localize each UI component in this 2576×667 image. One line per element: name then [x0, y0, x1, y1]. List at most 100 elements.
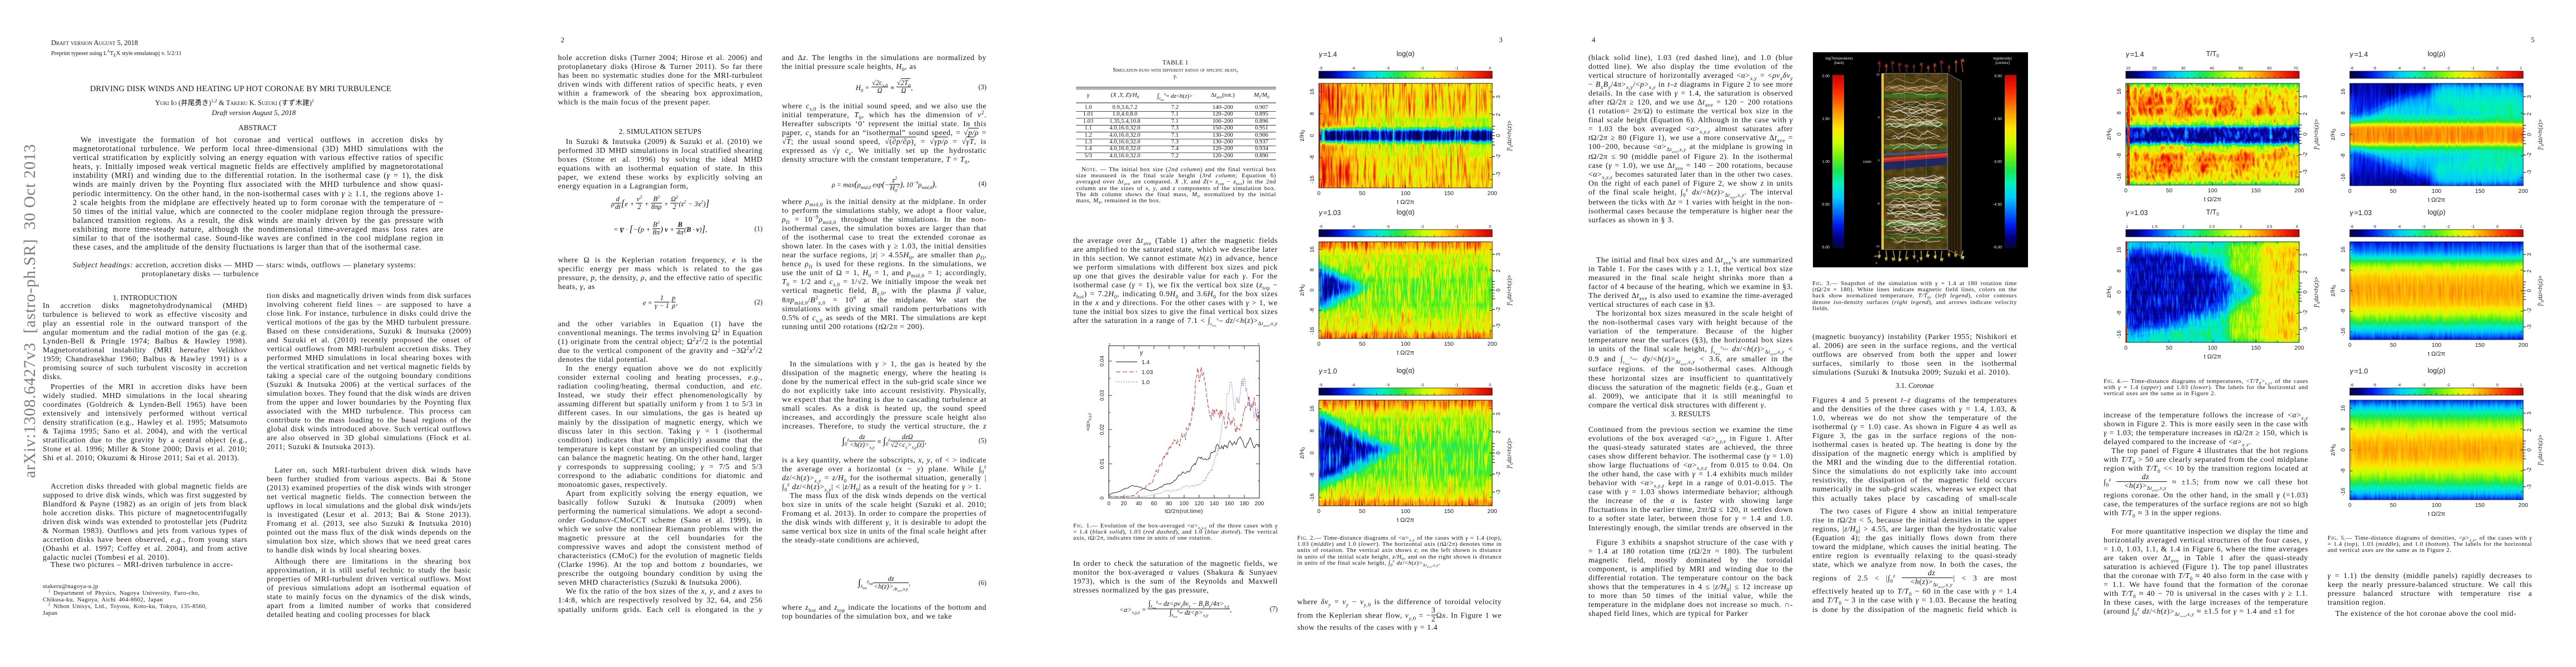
svg-text:x: x	[1876, 262, 1877, 265]
svg-text:-2: -2	[2527, 467, 2533, 472]
svg-text:2: 2	[2527, 270, 2533, 273]
svg-text:30: 30	[2181, 66, 2185, 71]
svg-text:180: 180	[1240, 501, 1249, 507]
svg-text:60: 60	[2267, 66, 2271, 71]
svg-text:-3: -3	[2527, 484, 2533, 489]
svg-text:2: 2	[1496, 269, 1502, 272]
svg-text:16: 16	[1309, 246, 1316, 253]
svg-text:-1: -1	[1455, 66, 1459, 71]
svg-text:100: 100	[2208, 187, 2218, 194]
svg-text:0: 0	[1496, 288, 1502, 292]
svg-text:2.00: 2.00	[1822, 74, 1830, 78]
svg-text:150: 150	[1444, 190, 1454, 197]
svg-text:3: 3	[2303, 95, 2309, 98]
svg-text:10000: 10000	[1863, 161, 1871, 164]
svg-text:log(Temperature): log(Temperature)	[1825, 57, 1853, 61]
svg-text:16: 16	[2116, 247, 2122, 253]
svg-text:z/H0: z/H0	[2330, 285, 2337, 297]
svg-text:0.00: 0.00	[1994, 74, 2002, 78]
svg-text:-1: -1	[1455, 224, 1459, 229]
svg-text:-4: -4	[1352, 224, 1356, 229]
svg-text:0: 0	[2348, 502, 2351, 509]
svg-text:-8: -8	[2116, 311, 2122, 316]
svg-text:-16: -16	[1309, 326, 1316, 335]
svg-text:-8: -8	[1877, 202, 1880, 206]
svg-text:=1.03: =1.03	[2130, 209, 2148, 217]
svg-text:0: 0	[1317, 341, 1321, 347]
svg-text:0: 0	[2124, 345, 2127, 351]
svg-text:=1.03: =1.03	[2354, 209, 2372, 217]
svg-text:0.03: 0.03	[1099, 390, 1105, 401]
svg-text:8: 8	[1878, 116, 1880, 120]
svg-text:0: 0	[1878, 160, 1880, 163]
svg-text:50: 50	[2390, 502, 2396, 509]
svg-text:-16: -16	[2340, 173, 2346, 182]
svg-text:T/T0: T/T0	[2206, 208, 2219, 217]
svg-text:-5: -5	[1319, 224, 1323, 229]
svg-text:-3: -3	[1386, 382, 1390, 387]
svg-text:-1.50: -1.50	[1993, 117, 2002, 121]
svg-text:-3.00: -3.00	[1993, 160, 2002, 164]
svg-text:150: 150	[1444, 508, 1454, 515]
svg-text:(contour): (contour)	[1995, 61, 2010, 65]
svg-text:∫z0dz/<h(z)>: ∫z0dz/<h(z)>	[2537, 435, 2545, 466]
svg-text:∫z0dz/<h(z)>: ∫z0dz/<h(z)>	[1506, 275, 1514, 306]
svg-text:1: 1	[2520, 224, 2522, 229]
svg-text:0.04: 0.04	[1099, 356, 1105, 367]
svg-text:200: 200	[2518, 342, 2528, 349]
svg-text:60: 60	[1151, 501, 1158, 507]
svg-text:-6: -6	[2350, 382, 2354, 387]
svg-text:-2: -2	[2303, 310, 2309, 315]
svg-text:∫z0dz/<h(z)>: ∫z0dz/<h(z)>	[2313, 277, 2321, 308]
svg-text:0: 0	[1107, 501, 1110, 507]
svg-text:16: 16	[2340, 88, 2346, 95]
svg-text:-16: -16	[2340, 487, 2346, 496]
svg-text:-4: -4	[1352, 66, 1356, 71]
svg-text:0: 0	[2527, 133, 2533, 136]
svg-text:150: 150	[2251, 345, 2261, 351]
svg-text:-8: -8	[2340, 468, 2346, 473]
svg-text:50: 50	[2166, 345, 2173, 351]
svg-text:-5: -5	[1319, 382, 1323, 387]
svg-text:=1.4: =1.4	[2354, 51, 2368, 58]
svg-text:-8: -8	[2340, 308, 2346, 313]
svg-text:1: 1	[2520, 66, 2522, 71]
svg-text:50: 50	[1359, 508, 1366, 515]
svg-text:3: 3	[2240, 224, 2242, 229]
svg-text:z/H0: z/H0	[1299, 130, 1306, 142]
svg-text:-16: -16	[2116, 173, 2122, 181]
svg-text:-2: -2	[1496, 154, 1502, 159]
svg-text:50: 50	[1359, 341, 1366, 347]
svg-text:8: 8	[2340, 268, 2346, 272]
svg-text:-3: -3	[2527, 324, 2533, 329]
svg-text:150: 150	[2475, 502, 2485, 509]
svg-text:-3: -3	[1496, 323, 1502, 328]
svg-text:8: 8	[1309, 112, 1316, 115]
svg-text:0: 0	[2116, 132, 2122, 136]
svg-text:3: 3	[1496, 95, 1502, 98]
svg-text:=1.0: =1.0	[2354, 367, 2368, 375]
svg-text:0: 0	[1489, 382, 1491, 387]
svg-text:50: 50	[2390, 342, 2396, 349]
svg-text:2: 2	[1496, 113, 1502, 116]
svg-text:log(α): log(α)	[1397, 208, 1414, 216]
svg-text:3: 3	[2527, 95, 2533, 98]
svg-text:-6: -6	[2350, 224, 2354, 229]
svg-text:100: 100	[1401, 190, 1411, 197]
svg-text:-16: -16	[1309, 175, 1316, 183]
svg-text:log(ρ): log(ρ)	[2428, 367, 2445, 375]
svg-text:-16: -16	[2116, 330, 2122, 339]
svg-text:-8: -8	[2340, 153, 2346, 158]
svg-text:-4: -4	[2397, 66, 2401, 71]
svg-text:γ: γ	[2126, 209, 2130, 217]
svg-text:0: 0	[1317, 508, 1321, 515]
svg-text:1.4: 1.4	[1142, 359, 1150, 366]
svg-text:0: 0	[2348, 188, 2351, 195]
svg-text:t Ω/2π: t Ω/2π	[2204, 354, 2221, 360]
svg-text:-16: -16	[1309, 493, 1316, 501]
svg-text:160: 160	[1224, 501, 1234, 507]
svg-text:log(ρ): log(ρ)	[2428, 208, 2445, 216]
svg-text:log(ρ): log(ρ)	[2428, 50, 2445, 58]
svg-text:100: 100	[2208, 345, 2218, 351]
svg-text:-3: -3	[2303, 327, 2309, 332]
